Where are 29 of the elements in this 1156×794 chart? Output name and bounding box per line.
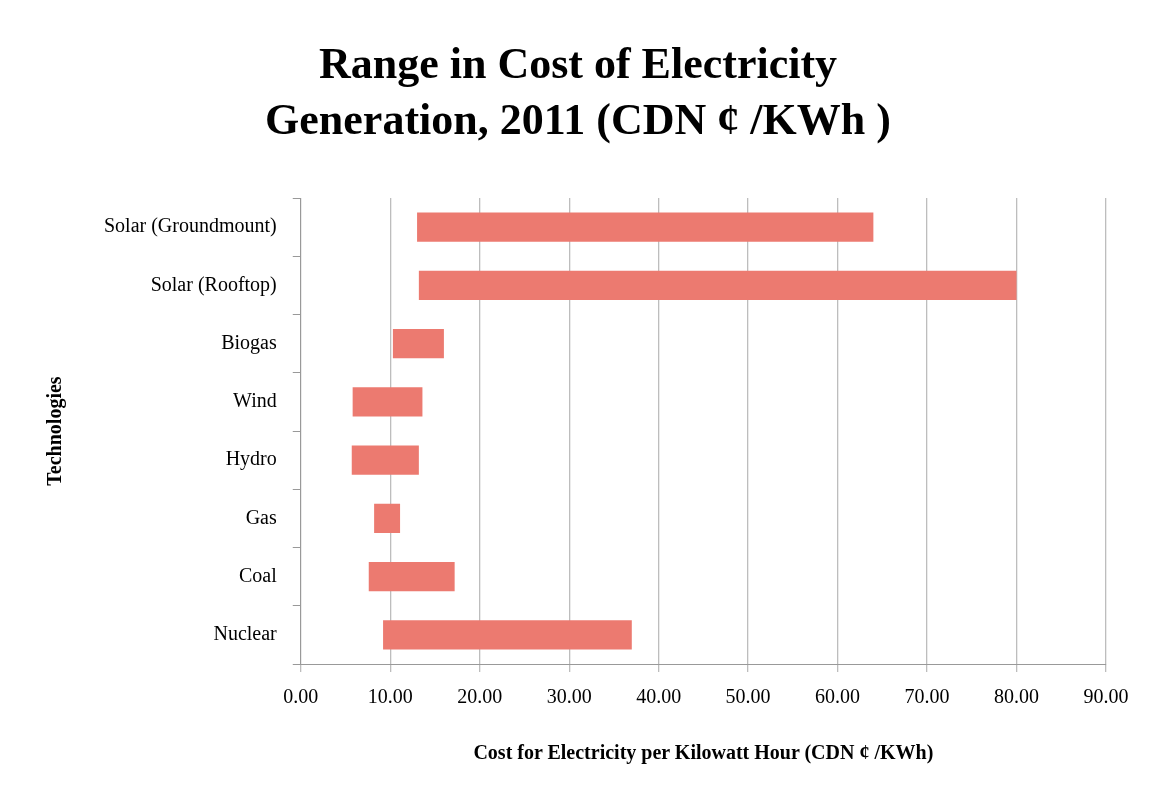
bar [383, 620, 632, 650]
y-tick-label: Solar (Groundmount) [103, 214, 277, 238]
bar [417, 212, 874, 242]
y-tick-label: Solar (Rooftop) [150, 272, 277, 296]
x-tick-label: 10.00 [367, 685, 413, 708]
chart-title: Range in Cost of Electricity Generation, 2011 (CDN ¢ /KWh ) [264, 38, 892, 146]
y-tick-label: Gas [245, 505, 277, 528]
x-tick-label: 0.00 [283, 685, 319, 708]
x-tick-label: 30.00 [546, 685, 592, 708]
x-axis-title: Cost for Electricity per Kilowatt Hour (CDN ¢ /KWh) [473, 741, 934, 765]
x-tick-label: 20.00 [457, 685, 503, 708]
x-tick-label: 60.00 [815, 685, 861, 708]
y-axis-title: Technologies [43, 376, 67, 486]
y-tick-label: Hydro [225, 447, 277, 471]
y-tick-label: Coal [238, 563, 278, 586]
y-tick-label: Biogas [221, 330, 277, 354]
y-tick-label: Wind [233, 389, 277, 412]
bar [352, 387, 423, 417]
x-tick-label: 70.00 [904, 685, 950, 708]
bar [368, 562, 455, 592]
bar [374, 503, 401, 533]
bar [418, 270, 1017, 300]
x-tick-label: 40.00 [636, 685, 682, 708]
y-tick-label: Nuclear [213, 622, 278, 645]
x-tick-label: 80.00 [994, 685, 1040, 708]
bar [392, 329, 444, 359]
x-tick-label: 50.00 [725, 685, 771, 708]
bar [351, 445, 419, 475]
x-tick-label: 90.00 [1083, 685, 1129, 708]
